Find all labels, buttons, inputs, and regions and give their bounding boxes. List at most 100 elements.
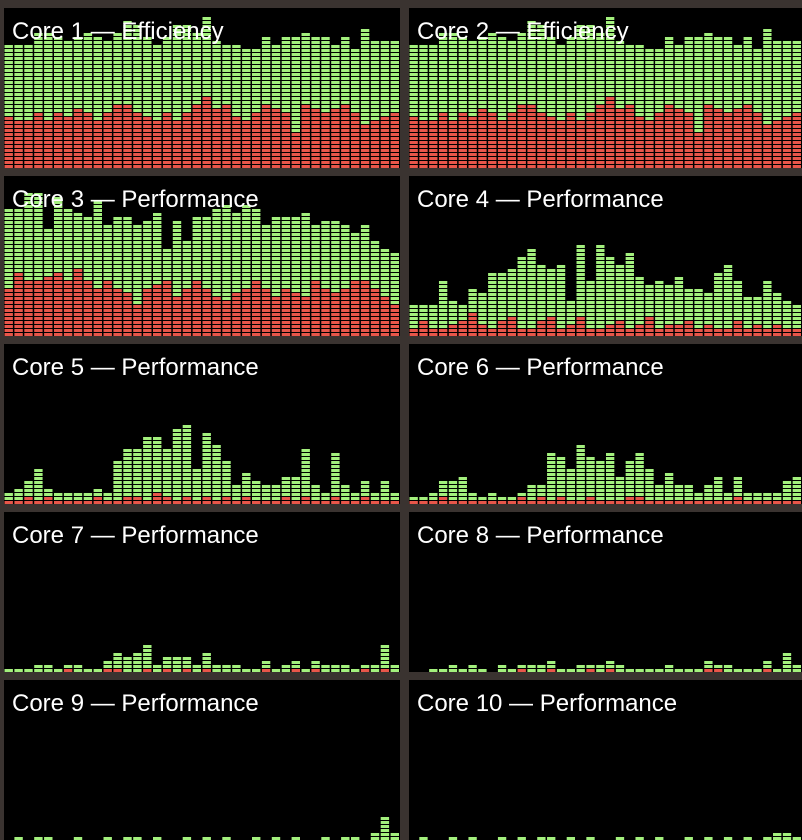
user-load-cell	[576, 69, 585, 72]
user-load-cell	[93, 249, 102, 252]
user-load-cell	[507, 309, 517, 312]
user-load-cell	[704, 49, 713, 52]
user-load-cell	[547, 497, 556, 500]
system-load-cell	[133, 325, 142, 328]
system-load-cell	[664, 329, 674, 332]
user-load-cell	[723, 101, 733, 104]
user-load-cell	[351, 61, 360, 64]
user-load-cell	[232, 253, 241, 256]
user-load-cell	[34, 249, 43, 252]
user-load-cell	[723, 265, 733, 268]
system-load-cell	[321, 501, 330, 504]
user-load-cell	[24, 245, 33, 248]
system-load-cell	[380, 297, 390, 300]
user-load-cell	[44, 89, 53, 92]
user-load-cell	[645, 53, 654, 56]
system-load-cell	[44, 165, 53, 168]
user-load-cell	[576, 77, 585, 80]
user-load-cell	[331, 285, 340, 288]
user-load-cell	[448, 57, 458, 60]
user-load-cell	[341, 265, 350, 268]
system-load-cell	[390, 149, 399, 152]
system-load-cell	[143, 289, 152, 292]
user-load-cell	[321, 89, 330, 92]
user-load-cell	[271, 497, 281, 500]
user-load-cell	[448, 65, 458, 68]
user-load-cell	[192, 45, 201, 48]
user-load-cell	[684, 313, 693, 316]
system-load-cell	[281, 141, 291, 144]
user-load-cell	[488, 69, 497, 72]
user-load-cell	[429, 89, 438, 92]
system-load-cell	[113, 161, 122, 164]
user-load-cell	[182, 25, 192, 28]
system-load-cell	[44, 329, 53, 332]
system-load-cell	[271, 297, 281, 300]
system-load-cell	[4, 329, 13, 332]
user-load-cell	[723, 37, 733, 40]
user-load-cell	[172, 45, 182, 48]
system-load-cell	[222, 305, 231, 308]
user-load-cell	[4, 61, 13, 64]
system-load-cell	[123, 497, 132, 500]
system-load-cell	[311, 309, 320, 312]
system-load-cell	[723, 137, 733, 140]
system-load-cell	[537, 129, 546, 132]
system-load-cell	[301, 333, 310, 336]
system-load-cell	[54, 145, 63, 148]
user-load-cell	[261, 269, 271, 272]
system-load-cell	[133, 145, 142, 148]
system-load-cell	[409, 165, 418, 168]
user-load-cell	[773, 93, 782, 96]
user-load-cell	[782, 69, 792, 72]
core-3-title: Core 3 — Performance	[12, 186, 259, 213]
user-load-cell	[252, 61, 261, 64]
system-load-cell	[606, 137, 615, 140]
system-load-cell	[380, 161, 390, 164]
user-load-cell	[517, 269, 526, 272]
system-load-cell	[232, 329, 241, 332]
user-load-cell	[281, 237, 291, 240]
user-load-cell	[753, 89, 762, 92]
system-load-cell	[390, 153, 399, 156]
user-load-cell	[14, 257, 23, 260]
core-6-graph	[409, 445, 801, 504]
system-load-cell	[478, 125, 487, 128]
user-load-cell	[162, 273, 172, 276]
user-load-cell	[4, 65, 13, 68]
user-load-cell	[341, 269, 350, 272]
user-load-cell	[625, 281, 634, 284]
user-load-cell	[606, 53, 615, 56]
system-load-cell	[704, 161, 713, 164]
user-load-cell	[351, 57, 360, 60]
load-column	[596, 245, 605, 336]
user-load-cell	[83, 229, 93, 232]
user-load-cell	[73, 45, 83, 48]
user-load-cell	[291, 101, 300, 104]
user-load-cell	[63, 245, 73, 248]
user-load-cell	[4, 233, 13, 236]
user-load-cell	[674, 81, 684, 84]
user-load-cell	[341, 37, 350, 40]
user-load-cell	[172, 285, 182, 288]
user-load-cell	[34, 261, 43, 264]
system-load-cell	[291, 317, 300, 320]
user-load-cell	[645, 65, 654, 68]
user-load-cell	[390, 49, 399, 52]
user-load-cell	[773, 85, 782, 88]
system-load-cell	[645, 149, 654, 152]
system-load-cell	[684, 141, 693, 144]
load-column	[321, 37, 330, 168]
system-load-cell	[792, 333, 801, 336]
system-load-cell	[44, 125, 53, 128]
system-load-cell	[242, 289, 251, 292]
user-load-cell	[123, 45, 132, 48]
user-load-cell	[103, 89, 112, 92]
user-load-cell	[596, 305, 605, 308]
system-load-cell	[103, 149, 112, 152]
user-load-cell	[172, 449, 182, 452]
user-load-cell	[83, 53, 93, 56]
load-column	[182, 25, 192, 168]
system-load-cell	[419, 145, 428, 148]
user-load-cell	[517, 41, 526, 44]
